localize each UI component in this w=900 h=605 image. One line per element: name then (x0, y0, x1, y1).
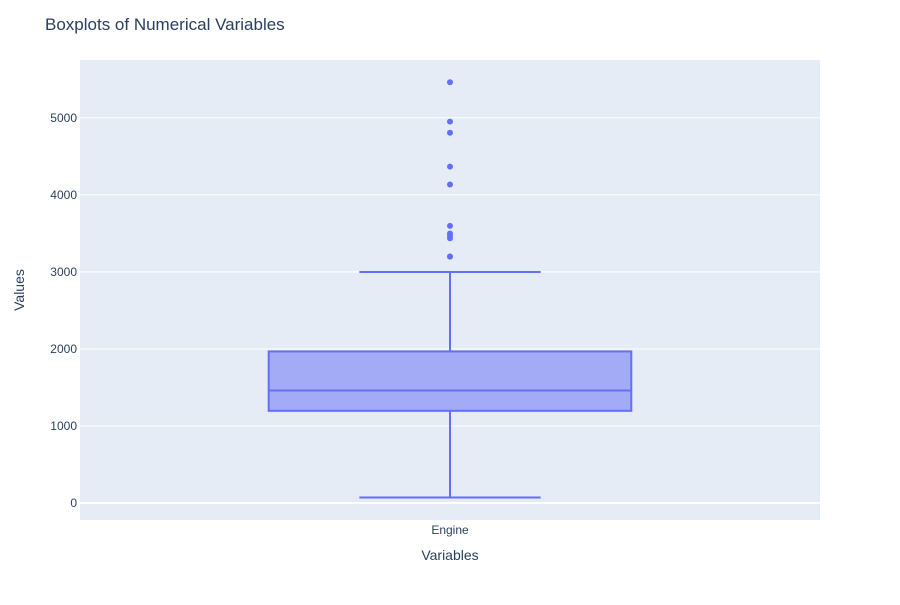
outlier-point (447, 129, 453, 136)
y-tick-label: 1000 (50, 419, 77, 433)
outlier-point (447, 79, 453, 86)
outlier-point (447, 230, 453, 237)
outlier-point (447, 163, 453, 170)
outlier-point (447, 253, 453, 260)
outlier-point (447, 181, 453, 188)
y-tick-label: 3000 (50, 265, 77, 279)
y-axis-label: Values (11, 269, 27, 311)
iqr-box (267, 350, 633, 412)
x-axis-label: Variables (421, 547, 478, 563)
y-tick-labels: 0 1000 2000 3000 4000 5000 (50, 111, 77, 510)
outlier-point (447, 118, 453, 125)
chart-title: Boxplots of Numerical Variables (45, 15, 285, 34)
x-tick-labels: Engine (431, 523, 469, 537)
box-traces (267, 79, 633, 499)
y-tick-label: 4000 (50, 188, 77, 202)
y-tick-label: 2000 (50, 342, 77, 356)
y-tick-label: 5000 (50, 111, 77, 125)
y-tick-label: 0 (70, 496, 77, 510)
outlier-point (447, 222, 453, 229)
x-tick-label: Engine (431, 523, 469, 537)
